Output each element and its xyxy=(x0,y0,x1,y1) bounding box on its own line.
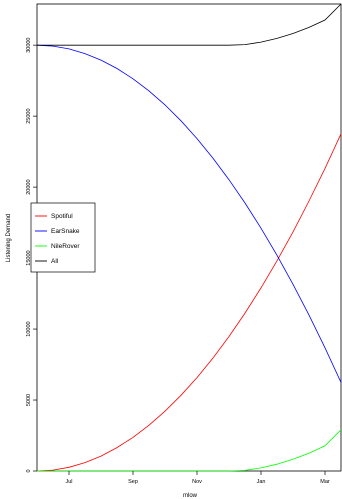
x-axis-title: mlow xyxy=(183,493,198,499)
y-tick-label: 5000 xyxy=(26,394,32,406)
series-line-all xyxy=(37,3,342,46)
series-line-nilerover xyxy=(37,429,342,472)
y-tick-label: 20000 xyxy=(26,179,32,194)
y-tick-label: 0 xyxy=(26,469,32,472)
y-tick-label: 30000 xyxy=(26,38,32,53)
legend: Spotiful EarSnake NileRover All xyxy=(30,202,96,273)
y-axis: 0 5000 10000 15000 20000 25000 30000 xyxy=(26,38,37,473)
legend-box xyxy=(30,202,96,273)
series-layer xyxy=(36,3,342,472)
y-tick-label: 15000 xyxy=(26,250,32,265)
legend-label-nilerover: NileRover xyxy=(51,243,80,250)
series-line-spotiful xyxy=(36,133,342,472)
x-tick-label: Nov xyxy=(192,479,202,485)
x-tick-label: Mar xyxy=(320,479,330,485)
legend-label-earsnake: EarSnake xyxy=(51,228,80,235)
x-axis: Jul Sep Nov Jan Mar xyxy=(65,471,330,485)
series-line-earsnake xyxy=(36,44,342,383)
legend-label-all: All xyxy=(51,258,59,265)
y-tick-label: 25000 xyxy=(26,108,32,123)
y-axis-title: Listening Demand xyxy=(6,214,12,262)
x-tick-label: Jul xyxy=(65,479,72,485)
x-tick-label: Sep xyxy=(128,479,138,485)
y-tick-label: 10000 xyxy=(26,321,32,336)
legend-label-spotiful: Spotiful xyxy=(51,213,73,220)
x-tick-label: Jan xyxy=(257,479,266,485)
